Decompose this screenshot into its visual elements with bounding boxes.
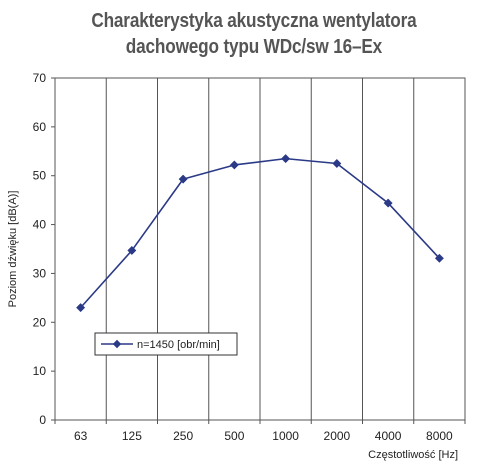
y-tick-label: 10 [33,364,47,378]
data-point-marker [434,253,444,263]
data-point-marker [281,154,291,164]
data-point-marker [127,245,137,256]
y-tick-label: 70 [33,71,47,85]
y-axis-label: Poziom dźwięku [dB(A)] [7,191,19,308]
series-line [80,157,440,309]
data-point-marker [383,198,393,208]
chart-title-line-1: Charakterystyka akustyczna wentylatora [91,10,417,32]
x-tick-label: 63 [74,429,88,443]
x-tick-label: 500 [224,429,244,443]
data-point-marker [76,303,86,313]
x-tick-label: 1000 [272,429,299,443]
x-tick-label: 2000 [324,429,351,443]
legend-label: n=1450 [obr/min] [137,339,220,351]
legend: n=1450 [obr/min] [94,332,238,356]
x-tick-label: 125 [122,429,142,443]
y-tick-label: 60 [33,120,47,134]
x-tick-label: 250 [173,429,193,443]
y-tick-label: 20 [33,315,47,329]
y-tick-label: 40 [33,218,47,232]
legend-marker [112,339,122,349]
y-tick-label: 0 [39,413,46,427]
chart-title-line-2: dachowego typu WDc/sw 16–Ex [125,36,383,58]
y-tick-label: 50 [33,169,47,183]
y-tick-label: 30 [33,266,47,280]
x-axis-label: Częstotliwość [Hz] [368,449,458,461]
legend-box [94,332,238,356]
series-layer [76,154,444,313]
grid-lines [105,78,415,420]
data-point-marker [178,174,188,184]
data-point-marker [229,160,239,170]
axis-labels: 0 10 20 30 40 50 60 70 63 125 250 500 1000 2000 4000 80… [7,71,466,461]
data-point-marker [332,158,342,169]
x-tick-label: 4000 [375,429,402,443]
x-tick-label: 8000 [426,429,453,443]
